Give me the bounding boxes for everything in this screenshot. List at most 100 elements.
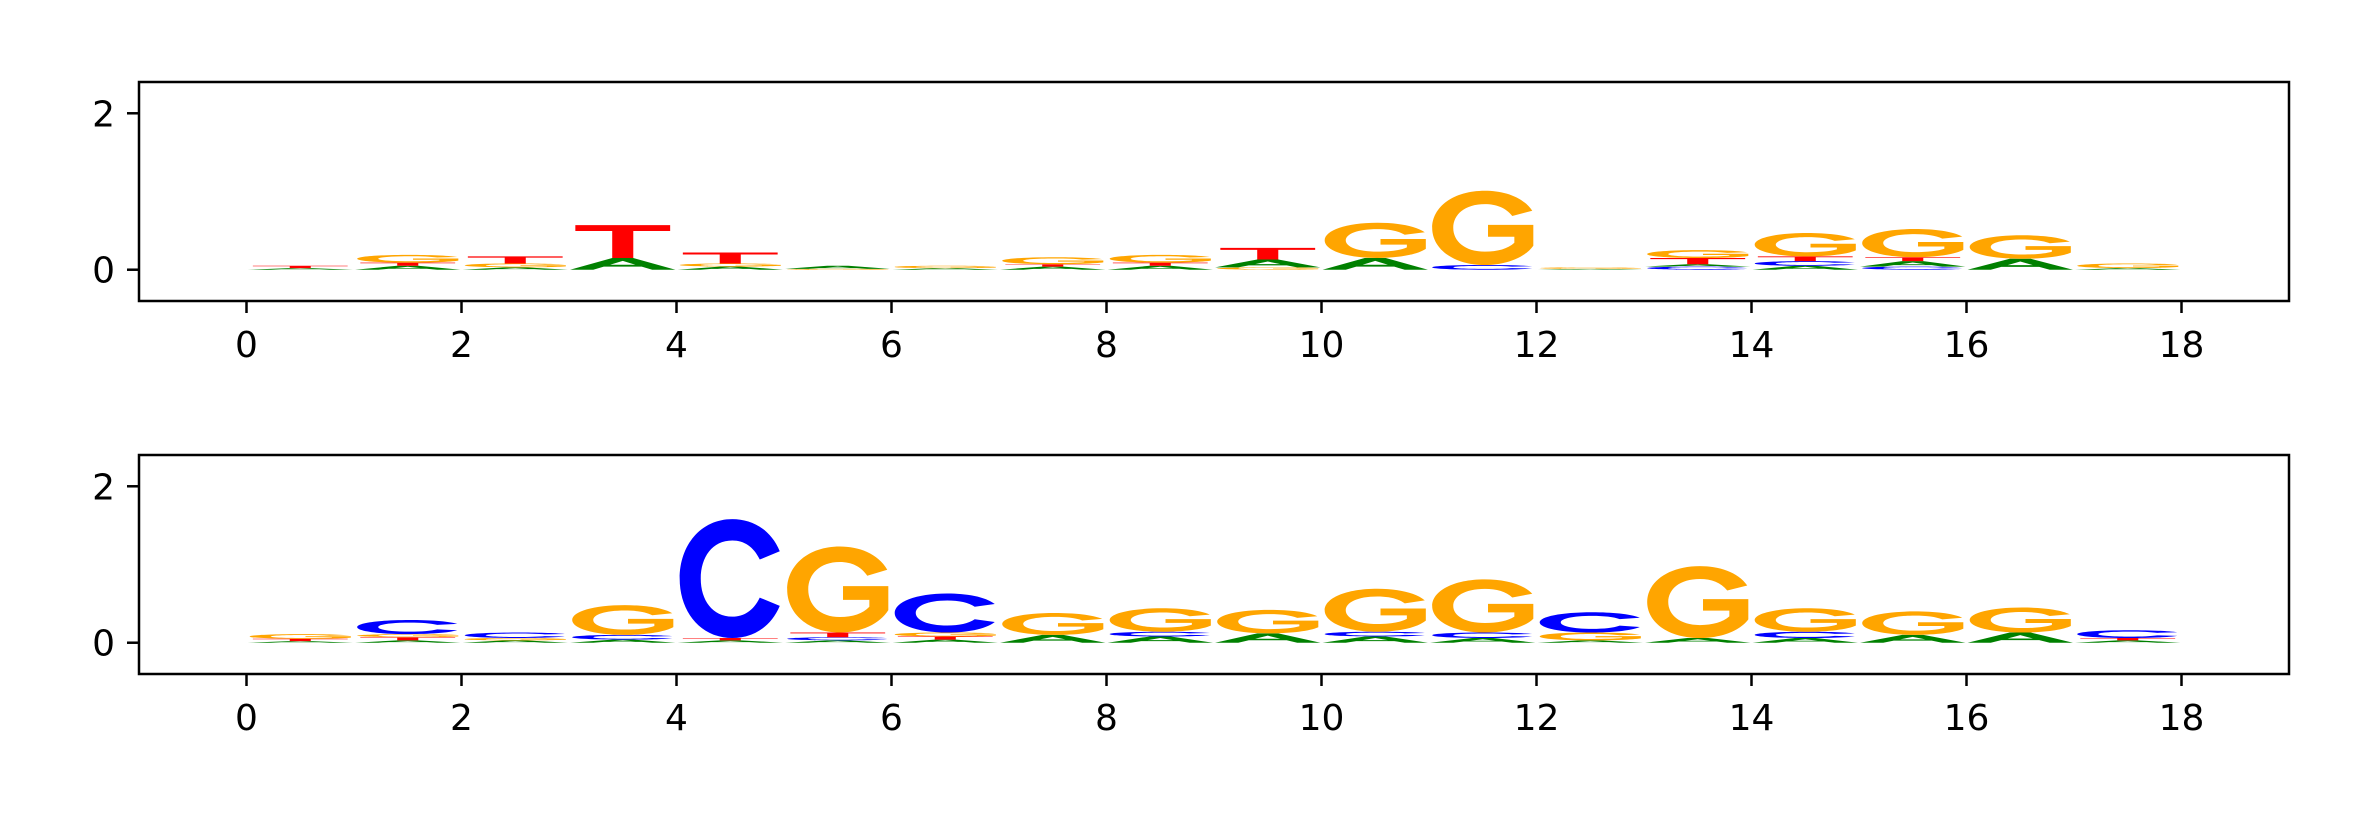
logo-letter-g-pos-11 — [1432, 579, 1534, 633]
logo-letter-g-pos-10 — [1324, 588, 1426, 632]
logo-letter-c-pos-13 — [1647, 266, 1748, 270]
logo-letter-a-pos-11 — [1430, 638, 1536, 643]
x-tick-label: 2 — [450, 325, 473, 366]
x-tick-label: 2 — [450, 698, 473, 739]
logo-letter-a-pos-0 — [247, 641, 353, 643]
logo-letter-g-pos-1 — [357, 254, 459, 263]
logo-letter-a-pos-6 — [892, 639, 998, 643]
logo-letter-a-pos-10 — [1322, 636, 1428, 643]
x-tick-label: 6 — [880, 325, 903, 366]
logo-letter-a-pos-7 — [1000, 634, 1106, 643]
logo-letter-g-pos-14 — [1754, 232, 1856, 257]
logo-letter-g-pos-9 — [1217, 267, 1319, 270]
logo-letter-a-pos-7 — [1000, 266, 1106, 270]
logo-letter-g-pos-11 — [1432, 190, 1534, 266]
logo-letter-c-pos-4 — [679, 519, 780, 639]
logo-letter-c-pos-10 — [1324, 631, 1425, 637]
logo-letter-g-pos-8 — [1109, 608, 1211, 632]
logo-letter-g-pos-6 — [894, 265, 996, 269]
logo-letter-g-pos-3 — [572, 605, 674, 635]
x-tick-label: 10 — [1299, 325, 1345, 366]
x-tick-label: 8 — [1095, 325, 1118, 366]
logo-letter-a-pos-9 — [1215, 259, 1321, 268]
logo-letter-a-pos-2 — [462, 640, 568, 643]
logo-letter-a-pos-6 — [892, 268, 998, 270]
logo-letter-t-pos-5 — [790, 632, 886, 638]
logo-letter-c-pos-2 — [464, 632, 565, 639]
logo-letter-a-pos-15 — [1860, 634, 1966, 643]
x-tick-label: 6 — [880, 698, 903, 739]
logo-panel-top: 0 2 4 6 8 10 12 14 16 18 0 2 — [92, 80, 2291, 366]
logo-letter-t-pos-0 — [252, 638, 348, 642]
logo-letter-c-pos-6 — [894, 593, 995, 633]
x-tick-label: 0 — [235, 698, 258, 739]
logo-letter-g-pos-15 — [1862, 229, 1964, 258]
logo-letter-g-pos-1 — [357, 634, 459, 638]
logo-letter-a-pos-16 — [1967, 632, 2073, 643]
logo-letter-t-pos-9 — [1220, 247, 1316, 260]
logo-letter-c-pos-11 — [1432, 265, 1533, 270]
x-tick-label: 18 — [2159, 698, 2205, 739]
x-tick-label: 14 — [1729, 698, 1775, 739]
logo-letter-g-pos-17 — [2077, 263, 2179, 269]
x-tick-label: 4 — [665, 325, 688, 366]
y-tick-label: 2 — [92, 467, 115, 508]
logo-letter-c-pos-11 — [1432, 632, 1533, 639]
logo-letters — [247, 190, 2181, 270]
logo-letter-g-pos-7 — [1002, 257, 1104, 265]
logo-letter-t-pos-4 — [682, 252, 778, 264]
logo-letter-c-pos-14 — [1754, 631, 1855, 639]
logo-letter-g-pos-7 — [1002, 612, 1104, 635]
axes-frame — [137, 80, 2291, 303]
y-tick-label: 0 — [92, 624, 115, 665]
logo-letter-g-pos-2 — [464, 638, 566, 641]
x-tick-label: 8 — [1095, 698, 1118, 739]
x-tick-label: 14 — [1729, 325, 1775, 366]
logo-letter-c-pos-15 — [1862, 266, 1963, 270]
logo-letter-a-pos-3 — [570, 639, 676, 643]
logo-letter-a-pos-12 — [1537, 640, 1643, 643]
logo-letter-a-pos-14 — [1752, 638, 1858, 643]
logo-letter-t-pos-14 — [1757, 256, 1853, 262]
logo-letter-g-pos-2 — [464, 263, 566, 268]
x-tick-label: 16 — [1944, 325, 1990, 366]
logo-letter-g-pos-8 — [1109, 254, 1211, 263]
y-tick-label: 2 — [92, 94, 115, 135]
logo-letter-g-pos-5 — [787, 546, 889, 633]
x-tick-label: 10 — [1299, 698, 1345, 739]
logo-letter-c-pos-12 — [1539, 612, 1640, 633]
logo-letter-a-pos-10 — [1322, 257, 1428, 270]
logo-letter-t-pos-1 — [360, 262, 456, 266]
x-tick-label: 0 — [235, 325, 258, 366]
logo-letter-a-pos-12 — [1537, 268, 1643, 270]
logo-letter-g-pos-10 — [1324, 222, 1426, 258]
logo-letter-t-pos-2 — [467, 256, 563, 264]
logo-letter-t-pos-8 — [1112, 262, 1208, 266]
logo-letter-g-pos-9 — [1217, 609, 1319, 634]
logo-letters — [247, 519, 2181, 643]
logo-letter-g-pos-6 — [894, 632, 996, 637]
x-tick-label: 16 — [1944, 698, 1990, 739]
logo-letter-g-pos-0 — [249, 634, 351, 639]
logo-letter-a-pos-2 — [462, 267, 568, 270]
logo-letter-a-pos-16 — [1967, 258, 2073, 270]
y-tick-label: 0 — [92, 251, 115, 292]
logo-letter-a-pos-3 — [570, 257, 676, 270]
logo-letter-a-pos-14 — [1752, 265, 1858, 270]
logo-letter-t-pos-4 — [682, 638, 778, 641]
logo-letter-a-pos-13 — [1645, 264, 1751, 267]
logo-letter-t-pos-15 — [1865, 257, 1961, 262]
logo-letter-a-pos-0 — [247, 268, 353, 270]
x-tick-label: 18 — [2159, 325, 2205, 366]
logo-letter-c-pos-14 — [1754, 261, 1855, 266]
logo-letter-g-pos-16 — [1969, 607, 2071, 633]
x-tick-label: 4 — [665, 698, 688, 739]
logo-letter-g-pos-16 — [1969, 235, 2071, 259]
axes-frame — [137, 453, 2291, 676]
logo-letter-a-pos-15 — [1860, 261, 1966, 267]
logo-letter-a-pos-4 — [677, 640, 783, 643]
logo-letter-a-pos-8 — [1107, 636, 1213, 643]
logo-letter-a-pos-8 — [1107, 265, 1213, 270]
logo-letter-g-pos-12 — [1539, 632, 1641, 641]
